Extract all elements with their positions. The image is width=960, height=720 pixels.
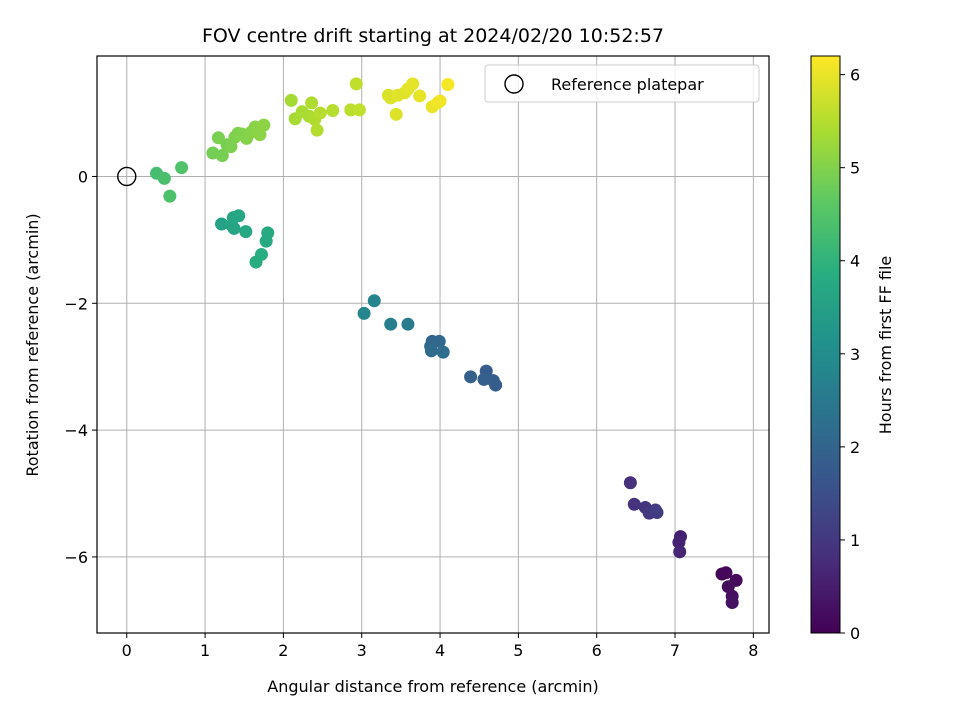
data-point xyxy=(163,189,177,203)
data-point xyxy=(249,255,263,269)
y-tick-label: −2 xyxy=(64,294,88,313)
colorbar: 0 1 2 3 4 5 6 Hours from first FF file xyxy=(810,55,895,643)
data-point xyxy=(384,317,398,331)
colorbar-label: Hours from first FF file xyxy=(876,256,895,435)
data-point xyxy=(357,306,371,320)
data-point xyxy=(367,294,381,308)
data-point xyxy=(352,103,366,117)
x-tick-label: 3 xyxy=(357,641,367,660)
data-point xyxy=(413,89,427,103)
colorbar-tick-label: 1 xyxy=(850,531,860,550)
colorbar-tick-label: 4 xyxy=(850,252,860,271)
x-tick-label: 7 xyxy=(670,641,680,660)
data-point xyxy=(259,234,273,248)
data-point xyxy=(424,344,438,358)
data-point xyxy=(725,596,739,610)
y-tick-label: 0 xyxy=(78,167,88,186)
colorbar-tick-label: 3 xyxy=(850,345,860,364)
plot-frame xyxy=(96,55,770,634)
data-point xyxy=(477,372,491,386)
y-tick-label: −6 xyxy=(64,548,88,567)
x-tick-label: 6 xyxy=(592,641,602,660)
legend-label: Reference platepar xyxy=(551,75,704,94)
x-tick-label: 1 xyxy=(200,641,210,660)
chart-title: FOV centre drift starting at 2024/02/20 … xyxy=(202,25,664,47)
data-points xyxy=(150,77,743,610)
data-point xyxy=(441,78,455,92)
data-point xyxy=(175,161,189,175)
x-axis-ticks: 0 1 2 3 4 5 6 7 8 xyxy=(122,633,758,660)
y-tick-label: −4 xyxy=(64,421,88,440)
data-point xyxy=(719,566,733,580)
data-point xyxy=(310,123,324,137)
x-tick-label: 2 xyxy=(278,641,288,660)
data-point xyxy=(389,107,403,121)
colorbar-tick-label: 0 xyxy=(850,624,860,643)
colorbar-tick-label: 5 xyxy=(850,159,860,178)
reference-point xyxy=(117,166,137,187)
x-tick-label: 5 xyxy=(513,641,523,660)
x-tick-label: 4 xyxy=(435,641,445,660)
data-point xyxy=(305,96,319,110)
data-point xyxy=(489,378,503,392)
data-point xyxy=(673,545,687,559)
data-point xyxy=(215,217,229,231)
x-tick-label: 8 xyxy=(748,641,758,660)
data-point xyxy=(157,171,171,185)
data-point xyxy=(650,506,664,520)
legend: Reference platepar xyxy=(484,64,760,103)
data-point xyxy=(313,106,327,120)
colorbar-tick-label: 2 xyxy=(850,438,860,457)
data-point xyxy=(627,497,641,511)
data-point xyxy=(672,535,686,549)
reference-marker xyxy=(117,166,137,187)
data-point xyxy=(401,317,415,331)
data-point xyxy=(326,104,340,118)
data-point xyxy=(349,77,363,91)
colorbar-ticks: 0 1 2 3 4 5 6 xyxy=(840,66,860,643)
data-point xyxy=(257,118,271,132)
data-point xyxy=(227,221,241,235)
data-point xyxy=(284,93,298,107)
colorbar-tick-label: 6 xyxy=(850,66,860,85)
x-axis-label: Angular distance from reference (arcmin) xyxy=(267,677,598,696)
colorbar-gradient xyxy=(810,55,841,634)
data-point xyxy=(232,209,246,223)
data-point xyxy=(436,345,450,359)
data-point xyxy=(623,476,637,490)
legend-box xyxy=(484,64,760,103)
data-point xyxy=(211,131,225,145)
x-tick-label: 0 xyxy=(122,641,132,660)
y-axis-ticks: −6 −4 −2 0 xyxy=(64,167,97,567)
data-point xyxy=(406,77,420,91)
legend-marker xyxy=(504,74,524,94)
data-point xyxy=(239,225,253,239)
data-point xyxy=(464,370,478,384)
data-point xyxy=(433,94,447,108)
y-axis-label: Rotation from reference (arcmin) xyxy=(23,213,42,476)
data-point xyxy=(215,149,229,163)
